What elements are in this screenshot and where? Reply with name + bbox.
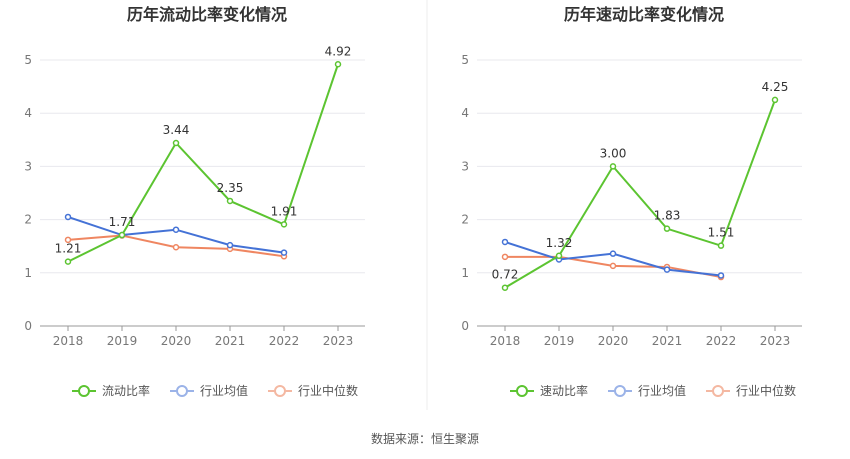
data-point[interactable] (172, 226, 180, 233)
data-label: 1.51 (708, 226, 735, 240)
x-tick-label: 2019 (544, 334, 575, 348)
y-tick-label: 5 (24, 53, 32, 67)
data-point[interactable] (64, 236, 72, 244)
x-tick-label: 2018 (53, 334, 84, 348)
legend-item-速动比率[interactable]: 速动比率 (510, 383, 588, 398)
legend-label: 行业中位数 (298, 383, 358, 398)
chart-panel-1: 历年流动比率变化情况 0 1 2 3 4 5 2018 2019 2020 2021 2022 2023… (24, 5, 365, 398)
data-label: 3.44 (163, 123, 190, 137)
y-tick-label: 0 (461, 319, 469, 333)
data-point[interactable] (609, 250, 617, 257)
chart-panel-2: 历年速动比率变化情况 0 1 2 3 4 5 2018 2019 2020 2021 2022 2023… (461, 5, 802, 398)
y-tick-label: 2 (24, 213, 32, 227)
y-tick-label: 2 (461, 213, 469, 227)
data-point[interactable] (172, 244, 180, 251)
legend-item-流动比率[interactable]: 流动比率 (72, 383, 150, 398)
y-tick-label: 0 (24, 319, 32, 333)
legend-label: 行业均值 (638, 383, 686, 398)
x-tick-label: 2019 (107, 334, 138, 348)
legend-swatch-marker (614, 385, 626, 397)
data-point[interactable] (501, 253, 509, 261)
data-label: 1.71 (109, 215, 136, 229)
data-label: 4.92 (325, 44, 352, 58)
data-point[interactable] (717, 272, 725, 279)
legend-swatch-marker (78, 385, 90, 397)
data-label: 1.32 (546, 236, 573, 250)
x-tick-label: 2022 (706, 334, 737, 348)
data-point[interactable] (226, 197, 234, 205)
legend-label: 流动比率 (102, 383, 150, 398)
data-point[interactable] (555, 252, 563, 260)
legend-item-行业中位数[interactable]: 行业中位数 (268, 383, 358, 398)
legend-label: 速动比率 (540, 383, 588, 398)
data-point[interactable] (64, 258, 72, 265)
y-tick-label: 5 (461, 53, 469, 67)
legend-swatch-marker (274, 385, 286, 397)
data-label: 1.21 (55, 242, 82, 256)
data-point[interactable] (663, 266, 671, 273)
x-tick-label: 2021 (215, 334, 246, 348)
legend-item-行业均值[interactable]: 行业均值 (170, 383, 248, 398)
data-label: 3.00 (600, 146, 627, 160)
chart-title: 历年流动比率变化情况 (127, 5, 287, 24)
y-tick-label: 4 (461, 106, 469, 120)
data-point[interactable] (280, 249, 288, 256)
data-point[interactable] (226, 241, 234, 249)
data-point[interactable] (663, 225, 671, 232)
data-label: 4.25 (762, 80, 789, 94)
data-point[interactable] (501, 238, 509, 246)
y-tick-label: 1 (24, 266, 32, 280)
data-point[interactable] (609, 262, 617, 270)
y-tick-label: 3 (24, 159, 32, 173)
y-tick-label: 4 (24, 106, 32, 120)
y-tick-label: 1 (461, 266, 469, 280)
data-point[interactable] (280, 221, 288, 228)
data-label: 2.35 (217, 181, 244, 195)
data-point[interactable] (118, 231, 126, 239)
legend-swatch-marker (176, 385, 188, 397)
data-label: 1.91 (271, 204, 298, 218)
data-point[interactable] (172, 139, 180, 147)
data-source-text: 数据来源：恒生聚源 (370, 432, 479, 446)
series-line-速动比率 (504, 99, 776, 289)
legend-item-行业中位数[interactable]: 行业中位数 (706, 383, 796, 398)
data-point[interactable] (334, 61, 342, 68)
legend-swatch-marker (516, 385, 528, 397)
legend-label: 行业均值 (200, 383, 248, 398)
data-point[interactable] (609, 163, 617, 170)
legend-label: 行业中位数 (736, 383, 796, 398)
legend-item-行业均值[interactable]: 行业均值 (608, 383, 686, 398)
x-tick-label: 2022 (269, 334, 300, 348)
data-point[interactable] (717, 242, 725, 249)
y-tick-label: 3 (461, 159, 469, 173)
data-point[interactable] (501, 284, 509, 291)
legend-swatch-marker (712, 385, 724, 397)
x-tick-label: 2021 (652, 334, 683, 348)
series-line-流动比率 (67, 63, 339, 263)
data-point[interactable] (64, 213, 72, 221)
x-tick-label: 2023 (760, 334, 791, 348)
chart-title: 历年速动比率变化情况 (564, 5, 724, 24)
x-tick-label: 2018 (490, 334, 521, 348)
data-point[interactable] (771, 96, 779, 104)
data-label: 0.72 (492, 268, 519, 282)
x-tick-label: 2020 (598, 334, 629, 348)
data-label: 1.83 (654, 209, 681, 223)
x-tick-label: 2020 (161, 334, 192, 348)
x-tick-label: 2023 (323, 334, 354, 348)
